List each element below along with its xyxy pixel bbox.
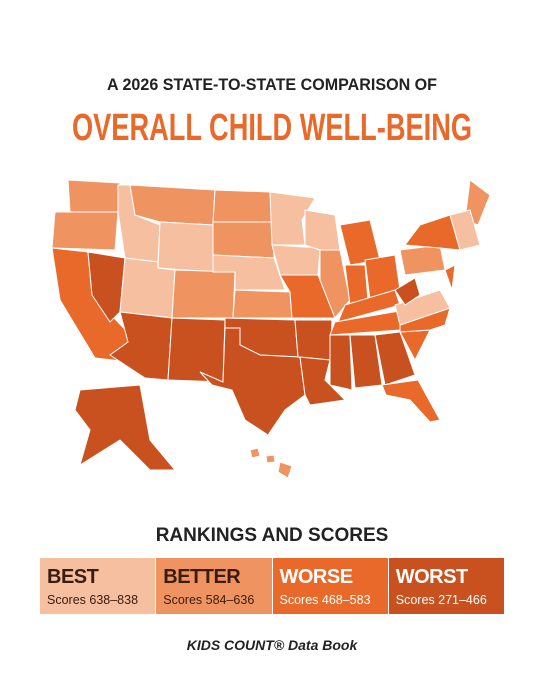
legend-label: BETTER (163, 566, 241, 588)
state (449, 209, 481, 251)
state (279, 274, 336, 319)
legend-scores: Scores 584–636 (163, 593, 255, 607)
state (374, 331, 416, 386)
legend-label: WORST (395, 566, 468, 588)
state (329, 334, 353, 391)
state (394, 277, 421, 306)
state (304, 209, 341, 251)
state (199, 327, 306, 436)
legend: BEST Scores 638–838 BETTER Scores 584–636 WO… (40, 558, 504, 614)
state (51, 211, 119, 251)
legend-item: WORST Scores 271–466 (388, 558, 504, 614)
state (277, 461, 293, 479)
legend-scores: Scores 468–583 (279, 593, 371, 607)
state (67, 179, 121, 213)
state (212, 221, 275, 259)
map-graphic: A 2026 STATE-TO-STATE COMPARISON OF OVER… (51, 75, 491, 479)
state (319, 249, 351, 319)
us-map (51, 179, 491, 479)
state (381, 379, 441, 423)
state (87, 251, 126, 323)
state (212, 189, 273, 223)
state (167, 317, 226, 383)
state (249, 447, 261, 459)
state (444, 264, 456, 291)
state (399, 244, 446, 276)
footer: KIDS COUNT® Data Book (186, 637, 358, 653)
legend-scores: Scores 638–838 (47, 593, 139, 607)
subtitle: A 2026 STATE-TO-STATE COMPARISON OF (107, 75, 437, 94)
title: OVERALL CHILD WELL-BEING (72, 107, 472, 149)
state (271, 244, 321, 276)
legend-label: WORSE (279, 566, 354, 588)
state (265, 454, 276, 464)
state (157, 221, 214, 273)
legend-label: BEST (47, 566, 99, 588)
state (74, 384, 177, 471)
legend-item: BETTER Scores 584–636 (156, 558, 272, 614)
state (171, 269, 236, 319)
legend-title: RANKINGS AND SCORES (155, 525, 389, 546)
legend-item: BEST Scores 638–838 (40, 558, 156, 614)
state (394, 289, 451, 326)
legend-item: WORSE Scores 468–583 (272, 558, 388, 614)
legend-scores: Scores 271–466 (395, 593, 487, 607)
state (294, 319, 333, 361)
state (232, 289, 293, 319)
state (269, 191, 316, 246)
